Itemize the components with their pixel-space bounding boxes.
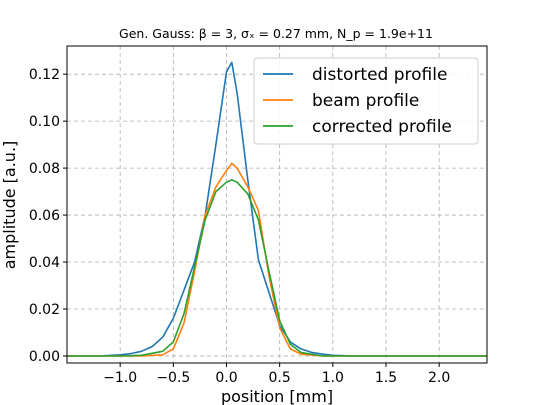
series-line-corrected-profile (67, 179, 487, 357)
x-tick-label: 1.5 (375, 370, 397, 386)
legend-label-beam-profile: beam profile (312, 91, 419, 111)
y-tick-label: 0.08 (29, 161, 60, 177)
legend-label-distorted-profile: distorted profile (312, 65, 447, 85)
x-tick-label: 0.5 (269, 370, 291, 386)
x-tick-label: −0.5 (156, 370, 190, 386)
y-tick-label: 0.00 (29, 349, 60, 365)
series-line-beam-profile (67, 162, 487, 357)
x-tick-label: 0.0 (215, 370, 237, 386)
y-tick-label: 0.12 (29, 67, 60, 83)
legend: distorted profile beam profile corrected p… (253, 57, 479, 145)
series-lines (67, 61, 487, 357)
x-tick-label: 1.0 (322, 370, 344, 386)
y-tick-label: 0.10 (29, 114, 60, 130)
y-axis-label: amplitude [a.u.] (0, 141, 19, 270)
x-axis-label: position [mm] (221, 387, 333, 405)
y-tick-label: 0.04 (29, 255, 60, 271)
plot-frame (66, 45, 488, 364)
x-tick-label: −1.0 (103, 370, 137, 386)
chart-title: Gen. Gauss: β = 3, σₓ = 0.27 mm, N_p = 1… (119, 26, 433, 41)
legend-label-corrected-profile: corrected profile (312, 117, 452, 137)
ticks: −1.0 −0.5 0.0 0.5 1.0 1.5 2.0 0.00 0.02 0.04 0.06 0… (29, 67, 450, 386)
legend-box (253, 57, 479, 145)
y-tick-label: 0.06 (29, 208, 60, 224)
series-line-distorted-profile (67, 61, 487, 357)
x-tick-label: 2.0 (428, 370, 450, 386)
y-tick-label: 0.02 (29, 302, 60, 318)
